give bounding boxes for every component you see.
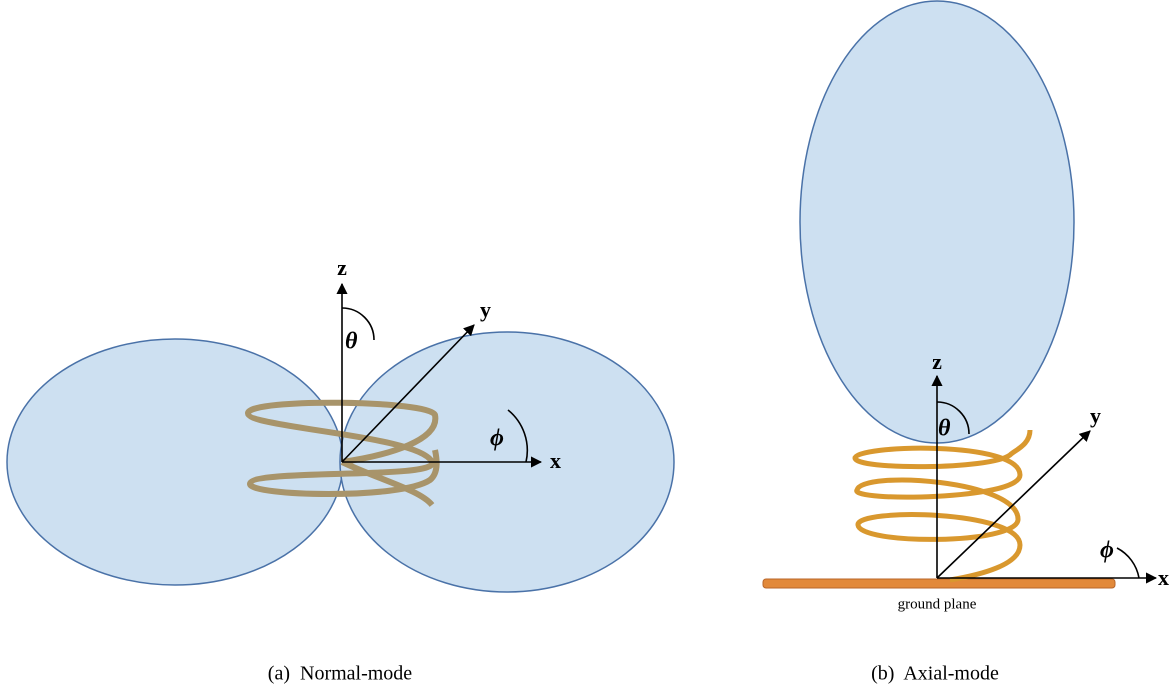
lobe (7, 339, 343, 585)
phi-label: ϕ (1100, 538, 1114, 564)
z-label: z (337, 255, 347, 280)
caption: (b) Axial-mode (871, 663, 999, 685)
ground-plane-label: ground plane (898, 596, 977, 612)
panel-axial-mode: z x y θ ϕ ground plane (b) Axial-mode (763, 1, 1169, 685)
helix (855, 430, 1030, 580)
x-label: x (1158, 565, 1169, 590)
y-label: y (1090, 403, 1101, 428)
y-label: y (480, 297, 491, 322)
diagram: z x y θ ϕ (a) Normal-mode z x y θ ϕ grou… (0, 0, 1172, 691)
x-label: x (550, 448, 561, 473)
theta-label: θ (345, 329, 358, 355)
panel-normal-mode: z x y θ ϕ (a) Normal-mode (7, 255, 674, 685)
z-label: z (932, 349, 942, 374)
ground-plane (763, 579, 1115, 588)
caption: (a) Normal-mode (268, 663, 413, 685)
theta-label: θ (938, 416, 951, 442)
phi-label: ϕ (490, 426, 504, 452)
